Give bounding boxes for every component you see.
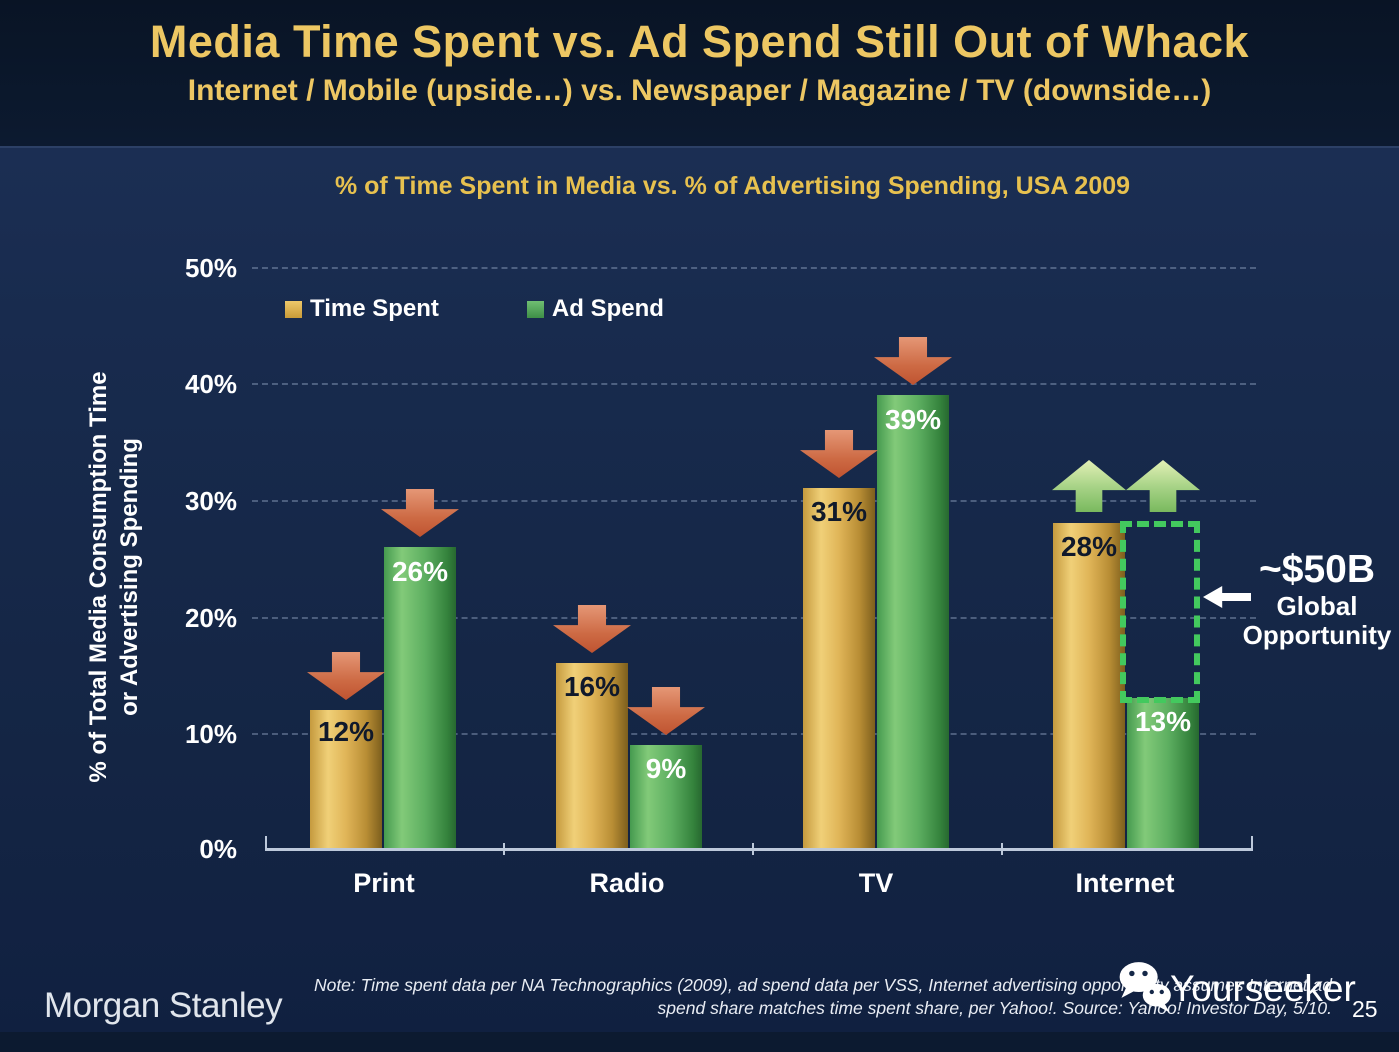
value-label-tv-time-spent: 31% — [810, 496, 868, 527]
down-arrow-icon-print-ad-spend — [381, 489, 459, 537]
x-axis-line — [265, 848, 1253, 851]
opportunity-line2: Opportunity — [1242, 620, 1392, 650]
x-axis-end-tick — [265, 836, 267, 850]
x-axis-tick — [1001, 843, 1003, 855]
up-arrow-icon-internet-ad-spend — [1126, 460, 1200, 512]
morgan-stanley-logo: Morgan Stanley — [44, 986, 283, 1025]
bar-radio-time-spent — [556, 663, 628, 850]
value-label-internet-time-spent: 28% — [1060, 531, 1118, 562]
y-axis-label: % of Total Media Consumption Time or Adv… — [83, 327, 147, 827]
title-banner — [0, 0, 1399, 148]
legend-label-ad-spend: Ad Spend — [551, 295, 664, 322]
bar-internet-ad-spend — [1127, 698, 1199, 850]
legend-swatch-time-spent-icon — [285, 300, 302, 318]
category-label-tv: TV — [858, 868, 894, 898]
legend-item-time-spent: Time Spent — [285, 295, 439, 323]
gridline-40 — [252, 383, 1256, 385]
footnote-line1: Note: Time spent data per NA Technograph… — [313, 975, 1332, 995]
y-axis-label-line2: or Advertising Spending — [116, 438, 143, 716]
y-tick-label: 10% — [184, 719, 237, 749]
legend-item-ad-spend: Ad Spend — [526, 295, 664, 323]
down-arrow-icon-tv-time-spent — [800, 430, 878, 478]
x-axis-end-tick — [1251, 836, 1253, 850]
value-label-print-ad-spend: 26% — [391, 556, 449, 587]
x-axis-tick — [503, 843, 505, 855]
bar-tv-time-spent — [803, 488, 875, 850]
legend-label-time-spent: Time Spent — [310, 295, 439, 322]
page-number: 25 — [1352, 996, 1378, 1022]
category-label-internet: Internet — [1075, 868, 1175, 898]
bar-internet-time-spent — [1053, 523, 1125, 850]
opportunity-line1: Global — [1276, 591, 1358, 621]
chart-title: % of Time Spent in Media vs. % of Advert… — [334, 172, 1131, 200]
down-arrow-icon-print-time-spent — [307, 652, 385, 700]
legend-swatch-ad-spend-icon — [526, 300, 544, 318]
watermark-text: Yourseeker — [1170, 968, 1356, 1009]
gridline-50 — [252, 267, 1256, 269]
value-label-internet-ad-spend: 13% — [1134, 706, 1192, 737]
legend: Time Spent Ad Spend — [285, 295, 664, 323]
down-arrow-icon-radio-ad-spend — [627, 687, 705, 735]
gridline-20 — [252, 617, 1256, 619]
bar-radio-ad-spend — [630, 745, 702, 850]
gridline-30 — [252, 500, 1256, 502]
y-tick-label: 0% — [199, 834, 237, 864]
value-label-tv-ad-spend: 39% — [884, 404, 942, 435]
opportunity-dotted-box — [1120, 521, 1200, 703]
y-axis-label-line1: % of Total Media Consumption Time — [85, 371, 112, 783]
bar-print-ad-spend — [384, 547, 456, 850]
y-tick-label: 20% — [184, 603, 237, 633]
value-label-radio-ad-spend: 9% — [645, 753, 687, 784]
down-arrow-icon-radio-time-spent — [553, 605, 631, 653]
down-arrow-icon-tv-ad-spend — [874, 337, 952, 385]
value-label-print-time-spent: 12% — [317, 716, 375, 747]
gridline-10 — [252, 733, 1256, 735]
y-tick-label: 30% — [184, 486, 237, 516]
slide-subtitle: Internet / Mobile (upside…) vs. Newspape… — [187, 74, 1212, 107]
up-arrow-icon-internet-time-spent — [1052, 460, 1126, 512]
bar-print-time-spent — [310, 710, 382, 850]
value-label-radio-time-spent: 16% — [563, 671, 621, 702]
watermark: Yourseeker — [1116, 960, 1356, 1019]
y-tick-label: 40% — [184, 369, 237, 399]
bar-tv-ad-spend — [877, 395, 949, 850]
category-label-print: Print — [353, 868, 415, 898]
opportunity-headline: ~$50B — [1258, 548, 1375, 591]
bottom-strip — [0, 1032, 1399, 1052]
slide-title: Media Time Spent vs. Ad Spend Still Out … — [149, 16, 1250, 67]
y-tick-label: 50% — [184, 253, 237, 283]
category-label-radio: Radio — [589, 868, 665, 898]
opportunity-annotation: ~$50B Global Opportunity — [1238, 548, 1396, 650]
wechat-icon — [1116, 960, 1174, 1019]
x-axis-tick — [752, 843, 754, 855]
